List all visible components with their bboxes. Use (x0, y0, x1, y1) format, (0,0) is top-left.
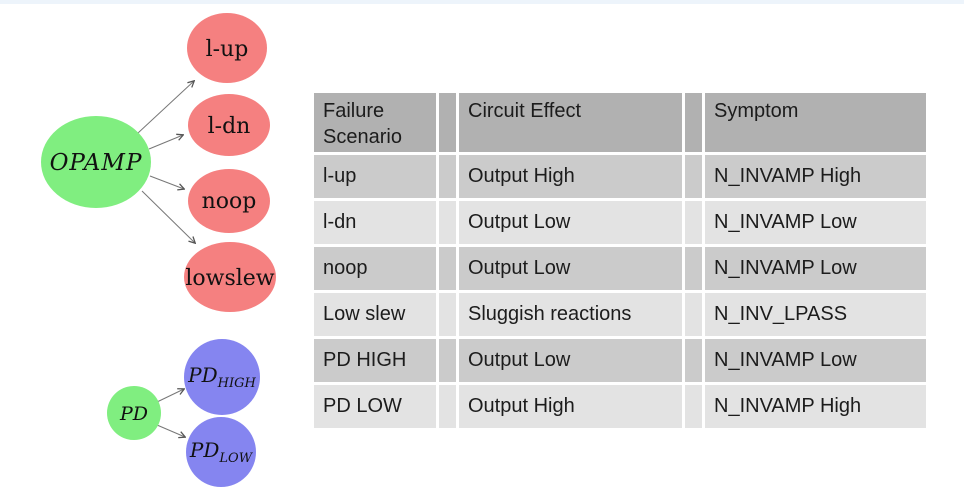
opamp-edges (137, 81, 195, 243)
cell-spacer (685, 385, 702, 428)
cell-symptom: N_INVAMP High (705, 385, 926, 428)
table-header-row: Failure Scenario Circuit Effect Symptom (314, 93, 926, 152)
cell-effect: Output Low (459, 339, 682, 382)
cell-spacer (439, 339, 456, 382)
node-pd: PD (107, 386, 161, 440)
node-lowslew-label: lowslew (185, 266, 274, 291)
cell-spacer (685, 293, 702, 336)
node-pd-high-sub: HIGH (217, 376, 257, 391)
node-pd-shape (107, 386, 161, 440)
node-pd-high-shape (184, 339, 260, 415)
node-pd-low-shape (186, 417, 256, 487)
node-opamp: OPAMP (41, 116, 151, 208)
node-l-up: l-up (187, 13, 267, 83)
node-l-dn: l-dn (188, 94, 270, 156)
node-pd-low: PDLOW (186, 417, 256, 487)
cell-symptom: N_INVAMP High (705, 155, 926, 198)
node-pd-high-label: PDHIGH (187, 363, 256, 391)
cell-scenario: l-up (314, 155, 436, 198)
cell-effect: Output High (459, 385, 682, 428)
failure-scenario-table: Failure Scenario Circuit Effect Symptom … (311, 90, 929, 431)
header-symptom: Symptom (705, 93, 926, 152)
node-pd-low-sub: LOW (218, 451, 253, 466)
cell-effect: Output High (459, 155, 682, 198)
node-pd-low-base: PD (189, 438, 220, 462)
edge-opamp-noop (149, 175, 184, 189)
node-l-dn-label: l-dn (208, 114, 251, 139)
table-row: l-dn Output Low N_INVAMP Low (314, 201, 926, 244)
table-row: PD HIGH Output Low N_INVAMP Low (314, 339, 926, 382)
cell-spacer (685, 201, 702, 244)
node-noop-shape (188, 169, 270, 233)
table-row: Low slew Sluggish reactions N_INV_LPASS (314, 293, 926, 336)
node-l-up-shape (187, 13, 267, 83)
node-pd-label: PD (119, 403, 148, 425)
node-opamp-label: OPAMP (50, 150, 143, 176)
header-circuit-effect: Circuit Effect (459, 93, 682, 152)
header-spacer-2 (685, 93, 702, 152)
node-l-dn-shape (188, 94, 270, 156)
edge-opamp-lup (137, 81, 194, 134)
fault-tree-diagram: OPAMP l-up l-dn noop lowslew PD PDHIGH (41, 13, 276, 487)
edge-pd-low (156, 424, 185, 437)
cell-scenario: noop (314, 247, 436, 290)
header-spacer-1 (439, 93, 456, 152)
node-pd-high-base: PD (187, 363, 218, 387)
cell-spacer (685, 339, 702, 382)
table-row: PD LOW Output High N_INVAMP High (314, 385, 926, 428)
table-row: noop Output Low N_INVAMP Low (314, 247, 926, 290)
node-pd-high: PDHIGH (184, 339, 260, 415)
cell-spacer (439, 201, 456, 244)
table-row: l-up Output High N_INVAMP High (314, 155, 926, 198)
cell-effect: Output Low (459, 247, 682, 290)
node-lowslew: lowslew (184, 242, 276, 312)
node-pd-low-label: PDLOW (189, 438, 254, 466)
cell-symptom: N_INVAMP Low (705, 339, 926, 382)
cell-effect: Sluggish reactions (459, 293, 682, 336)
cell-spacer (439, 155, 456, 198)
cell-scenario: l-dn (314, 201, 436, 244)
cell-scenario: Low slew (314, 293, 436, 336)
cell-scenario: PD HIGH (314, 339, 436, 382)
cell-scenario: PD LOW (314, 385, 436, 428)
node-lowslew-shape (184, 242, 276, 312)
header-failure-scenario: Failure Scenario (314, 93, 436, 152)
node-opamp-shape (41, 116, 151, 208)
cell-spacer (685, 155, 702, 198)
cell-symptom: N_INVAMP Low (705, 201, 926, 244)
cell-symptom: N_INV_LPASS (705, 293, 926, 336)
node-noop: noop (188, 169, 270, 233)
edge-opamp-ldn (148, 135, 183, 150)
cell-spacer (439, 293, 456, 336)
edge-opamp-lowslew (141, 190, 195, 243)
node-l-up-label: l-up (206, 37, 249, 62)
pd-edges (156, 389, 185, 437)
node-noop-label: noop (202, 189, 257, 214)
cell-symptom: N_INVAMP Low (705, 247, 926, 290)
cell-effect: Output Low (459, 201, 682, 244)
cell-spacer (439, 247, 456, 290)
top-strip (0, 0, 964, 4)
cell-spacer (439, 385, 456, 428)
edge-pd-high (156, 389, 184, 403)
cell-spacer (685, 247, 702, 290)
